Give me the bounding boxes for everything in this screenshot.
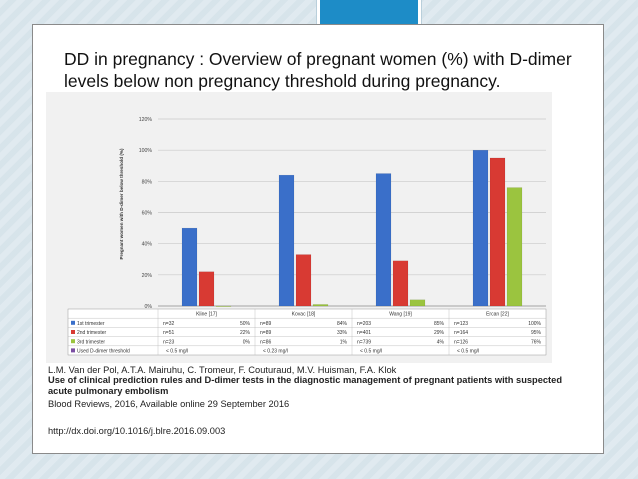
bar-3-4 [506,187,523,307]
y-tick-label: 40% [142,242,153,248]
bar-3-2 [312,304,329,307]
y-tick-label: 0% [145,304,153,310]
threshold-value: < 0.5 mg/l [360,349,382,355]
legend-swatch [71,348,75,353]
y-axis-ticks: 0% 20% 40% 60% 80% 100% 120% [139,117,153,310]
y-axis-label: Pregnant women with D-dimer below thresh… [119,148,124,259]
bar-1-1 [181,227,198,307]
table-n-value: n=51 [163,330,174,336]
legend-entry: 2nd trimester [77,330,107,336]
table-percent-value: 0% [243,339,251,345]
table-n-value: n=126 [454,339,468,345]
table-percent-value: 22% [240,330,251,336]
table-n-value: n=164 [454,330,468,336]
bars [181,149,523,307]
bar-1-4 [472,149,489,307]
table-percent-value: 76% [531,339,542,345]
bar-3-1 [215,305,232,307]
table-percent-value: 4% [437,339,445,345]
bar-2-3 [392,260,409,307]
table-n-value: n=23 [163,339,174,345]
table-n-value: n=401 [357,330,371,336]
chart-figure: 0% 20% 40% 60% 80% 100% 120% Pregnant women wi… [46,92,552,363]
bar-1-2 [278,174,295,307]
table-frame [67,308,547,356]
y-tick-label: 20% [142,273,153,279]
table-percent-value: 100% [528,321,541,327]
reference-article-title: Use of clinical prediction rules and D-d… [48,375,563,396]
y-tick-label: 100% [139,148,153,154]
slide-title: DD in pregnancy : Overview of pregnant w… [64,49,572,91]
reference-authors: L.M. Van der Pol, A.T.A. Mairuhu, C. Tro… [48,365,397,375]
bar-3-3 [409,299,426,307]
table-n-value: n=123 [454,321,468,327]
table-n-value: n=203 [357,321,371,327]
legend-entry: 1st trimester [77,321,105,327]
table-percent-value: 50% [240,321,251,327]
table-percent-value: 33% [337,330,348,336]
table-percent-value: 95% [531,330,542,336]
bar-1-3 [375,173,392,307]
category-label: Wang [19] [389,312,412,318]
table-n-value: n=89 [260,330,271,336]
legend-swatch [71,330,75,334]
bar-2-1 [198,271,215,307]
category-label: Kline [17] [196,312,217,318]
category-label: Ercan [22] [486,312,509,318]
table-n-value: n=739 [357,339,371,345]
legend-entry: 3rd trimester [77,339,105,345]
y-tick-label: 60% [142,211,153,217]
y-tick-label: 120% [139,117,153,123]
threshold-value: < 0.23 mg/l [263,349,288,355]
data-table: Kline [17] Kovac [18] Wang [19] Ercan [22] 1… [67,308,547,356]
table-n-value: n=89 [260,321,271,327]
table-n-value: n=32 [163,321,174,327]
bar-chart: 0% 20% 40% 60% 80% 100% 120% Pregnant women wi… [46,92,552,363]
bar-2-4 [489,157,506,307]
reference-journal: Blood Reviews, 2016, Available online 29… [48,399,290,409]
table-percent-value: 85% [434,321,445,327]
legend-swatch [71,339,75,344]
reference-doi[interactable]: http://dx.doi.org/10.1016/j.blre.2016.09… [48,426,226,436]
table-percent-value: 1% [340,339,348,345]
legend-swatch [71,320,75,325]
category-label: Kovac [18] [292,312,316,318]
table-n-value: n=86 [260,339,271,345]
threshold-value: < 0.5 mg/l [166,349,188,355]
y-tick-label: 80% [142,179,153,185]
threshold-value: < 0.5 mg/l [457,349,479,355]
legend-entry: Used D-dimer threshold [77,349,130,355]
bar-2-2 [295,254,312,307]
table-percent-value: 29% [434,330,445,336]
table-percent-value: 84% [337,321,348,327]
